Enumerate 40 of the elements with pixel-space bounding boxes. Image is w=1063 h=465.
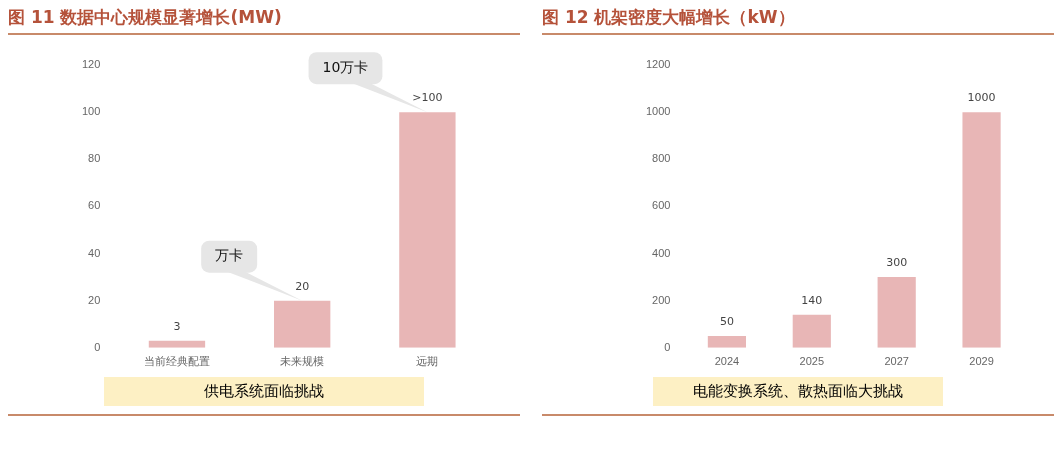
x-tick-label: 远期 xyxy=(416,355,439,368)
y-tick-label: 1200 xyxy=(645,58,671,71)
annotation: 10万卡 xyxy=(322,58,369,75)
y-tick-label: 1000 xyxy=(645,105,671,118)
y-tick-label: 400 xyxy=(652,246,671,259)
data-label: 1000 xyxy=(967,91,996,105)
y-tick-label: 60 xyxy=(88,199,101,212)
data-label: 140 xyxy=(801,294,823,308)
y-tick-label: 0 xyxy=(94,340,101,353)
bar xyxy=(877,277,916,348)
x-tick-label: 当前经典配置 xyxy=(143,355,210,368)
x-tick-label: 2024 xyxy=(714,355,740,368)
x-tick-label: 2025 xyxy=(799,355,825,368)
text: 电能变换系统、散热面临大挑战 xyxy=(653,377,943,406)
bar xyxy=(707,336,747,348)
data-label: 20 xyxy=(295,280,310,294)
bar xyxy=(274,300,331,348)
y-tick-label: 800 xyxy=(652,152,671,165)
bar xyxy=(399,112,456,348)
data-label: 50 xyxy=(719,315,734,329)
chart-title: 图 11 数据中心规模显著增长(MW) xyxy=(8,4,520,35)
y-tick-label: 600 xyxy=(652,199,671,212)
y-tick-label: 200 xyxy=(652,293,671,306)
text: 供电系统面临挑战 xyxy=(104,377,424,406)
x-tick-label: 2029 xyxy=(969,355,994,368)
chart-title: 图 12 机架密度大幅增长（kW） xyxy=(542,4,1054,35)
y-tick-label: 100 xyxy=(81,105,101,118)
y-tick-label: 40 xyxy=(88,246,101,259)
y-tick-label: 0 xyxy=(664,340,671,353)
data-label: >100 xyxy=(412,91,443,105)
data-label: 300 xyxy=(886,256,908,270)
y-tick-label: 20 xyxy=(88,293,101,306)
data-label: 3 xyxy=(173,320,181,334)
annotation: 万卡 xyxy=(215,247,244,264)
bar xyxy=(962,112,1001,348)
y-tick-label: 80 xyxy=(88,152,101,165)
bar xyxy=(792,314,831,348)
x-tick-label: 2027 xyxy=(884,355,909,368)
x-tick-label: 未来规模 xyxy=(280,355,325,368)
y-tick-label: 120 xyxy=(81,58,101,71)
